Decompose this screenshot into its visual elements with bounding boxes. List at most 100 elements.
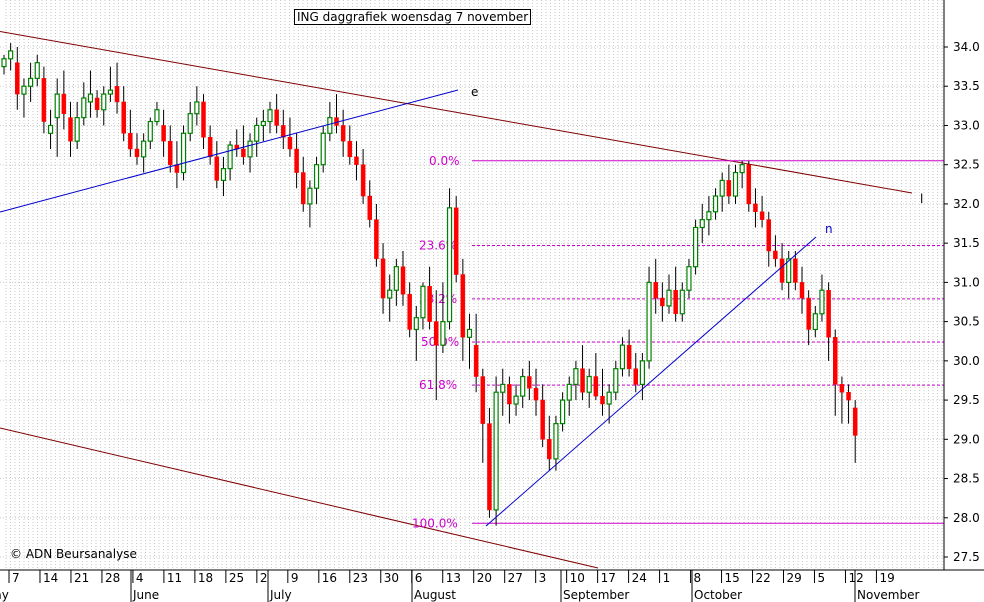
- month-label: May: [0, 588, 9, 602]
- candle-body-up: [679, 289, 685, 315]
- candle-body-down: [41, 78, 47, 122]
- candle-body-down: [799, 282, 805, 299]
- y-tick-label: 32.5: [953, 158, 980, 172]
- channel-line: [0, 427, 599, 569]
- candle-body-up: [706, 211, 712, 221]
- x-tick-label: 18: [198, 571, 213, 585]
- candle-body-up: [28, 77, 34, 87]
- x-tick-label: 12: [848, 571, 863, 585]
- candle-body-down: [507, 384, 512, 405]
- trendline-n: [485, 236, 817, 527]
- x-tick-label: 13: [446, 571, 461, 585]
- candle-body-down: [773, 250, 778, 260]
- x-tick-label: 27: [508, 571, 523, 585]
- candle-body-down: [114, 85, 120, 103]
- month-label: September: [563, 588, 629, 602]
- x-tick-label: 16: [322, 571, 337, 585]
- candle-body-down: [294, 148, 299, 173]
- month-label: June: [132, 588, 159, 602]
- x-tick-label: 11: [167, 571, 182, 585]
- candle-body-down: [287, 136, 293, 150]
- candle-body-down: [726, 180, 732, 197]
- candle-body-up: [141, 140, 147, 158]
- candle-body-up: [466, 328, 473, 338]
- candle-body-up: [254, 124, 260, 142]
- x-tick-label: 10: [570, 571, 585, 585]
- candle-body-down: [580, 368, 585, 393]
- candle-body-down: [134, 148, 140, 158]
- channel-lines: l: [0, 31, 923, 569]
- candle-body-up: [446, 207, 453, 323]
- candle-body-up: [260, 120, 266, 127]
- candle-body-up: [107, 89, 114, 95]
- y-tick-label: 29.5: [953, 393, 980, 407]
- candle-body-down: [533, 388, 539, 401]
- y-tick-label: 30.5: [953, 315, 980, 329]
- x-tick-label: 7: [12, 571, 20, 585]
- candle-body-up: [47, 124, 54, 134]
- candle-body-down: [61, 93, 67, 114]
- candle-body-down: [626, 344, 632, 369]
- candle-body-down: [207, 136, 213, 158]
- x-tick-label: 21: [74, 571, 89, 585]
- candle-body-up: [1, 58, 7, 68]
- candle-body-down: [852, 407, 858, 436]
- candle-body-up: [646, 281, 652, 362]
- candle-body-down: [274, 109, 279, 126]
- x-tick-label: 28: [105, 571, 120, 585]
- candle-body-up: [87, 93, 94, 103]
- candle-body-up: [553, 423, 559, 460]
- candle-body-down: [15, 62, 20, 95]
- candle-body-down: [354, 156, 359, 165]
- candle-body-down: [839, 384, 845, 393]
- x-tick-label: 5: [817, 571, 825, 585]
- candle-body-up: [387, 289, 393, 299]
- candle-body-down: [94, 97, 100, 111]
- candle-body-up: [573, 368, 579, 385]
- month-label: August: [414, 588, 456, 602]
- candle-body-up: [786, 258, 792, 283]
- candle-body-down: [487, 423, 492, 511]
- candle-body-down: [540, 399, 545, 440]
- x-tick-label: 25: [229, 571, 244, 585]
- x-tick-label: 19: [879, 571, 894, 585]
- x-tick-label: 3: [539, 571, 547, 585]
- candle-body-down: [128, 133, 133, 150]
- candle-body-up: [566, 383, 572, 401]
- candle-body-down: [367, 195, 372, 220]
- candle-body-down: [374, 219, 379, 260]
- candle-body-up: [307, 187, 313, 205]
- candle-body-down: [753, 203, 758, 213]
- candle-body-up: [606, 391, 612, 405]
- trendline-e: [0, 89, 459, 213]
- candle-body-up: [686, 266, 692, 291]
- x-tick-label: 17: [601, 571, 616, 585]
- candle-body-up: [227, 144, 233, 170]
- candle-body-up: [393, 266, 399, 291]
- fib-level-label: 0.0%: [429, 154, 460, 168]
- candle-body-down: [427, 286, 432, 322]
- candle-body-down: [473, 344, 479, 377]
- candle-body-up: [313, 164, 320, 189]
- candle-body-down: [68, 117, 73, 142]
- candle-body-down: [214, 156, 220, 181]
- candle-body-up: [699, 219, 705, 229]
- y-tick-label: 28.0: [953, 511, 980, 525]
- candle-body-up: [21, 85, 27, 95]
- candle-body-up: [320, 132, 326, 166]
- candle-body-down: [673, 289, 678, 315]
- candle-body-down: [407, 293, 412, 330]
- candle-body-down: [380, 258, 386, 299]
- x-tick-label: 23: [353, 571, 368, 585]
- x-tick-label: 15: [725, 571, 740, 585]
- candle-body-down: [846, 391, 851, 401]
- candle-body-up: [327, 117, 333, 134]
- candle-body-down: [793, 258, 798, 283]
- candle-body-up: [101, 93, 107, 111]
- candle-body-up: [619, 344, 626, 370]
- candle-body-down: [833, 337, 838, 385]
- candle-body-down: [400, 266, 406, 295]
- x-tick-label: 1: [663, 571, 671, 585]
- month-label: July: [269, 588, 292, 602]
- candle-body-down: [168, 140, 173, 165]
